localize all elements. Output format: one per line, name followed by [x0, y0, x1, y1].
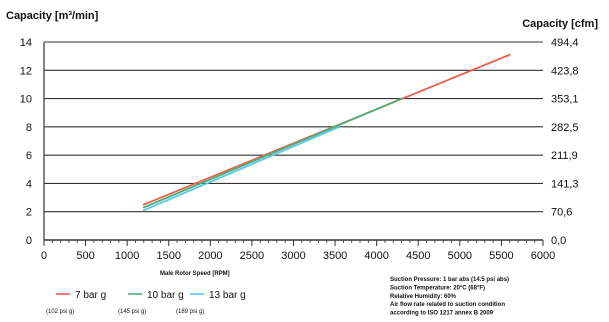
note-line: according to ISO 1217 annex B 2009: [390, 311, 494, 317]
legend-sublabel-2: (145 psi g): [118, 309, 146, 315]
y-tick-label-right: 141,3: [551, 178, 579, 190]
legend-label-1: 7 bar g: [75, 290, 106, 301]
test-conditions-notes: Suction Pressure: 1 bar abs (14.5 psi ab…: [390, 277, 509, 317]
y-tick-label-right: 353,1: [551, 94, 579, 106]
series-line-3: [142, 126, 341, 212]
x-tick-label: 1000: [115, 250, 139, 262]
legend-sublabel-1: (102 psi g): [46, 309, 74, 315]
x-tick-label: 3500: [323, 250, 347, 262]
y-tick-label-right: 70,6: [551, 207, 572, 219]
x-tick-label: 5500: [489, 250, 513, 262]
legend: 7 bar g (102 psi g) 10 bar g (145 psi g) 13 …: [46, 290, 246, 315]
x-tick-label: 6000: [531, 250, 555, 262]
y-axis-left-title: Capacity [m³/min]: [6, 10, 99, 22]
y-axis-right-title: Capacity [cfm]: [522, 18, 598, 30]
x-axis-title: Male Rotor Speed [RPM]: [160, 271, 230, 277]
axes: 0 0,0 2 70,6 4 141,3 6 211,9 8 282,5 10 353,1 12 423,…: [20, 37, 579, 262]
x-tick-label: 4000: [364, 250, 388, 262]
y-tick-label-left: 12: [20, 65, 32, 77]
y-tick-label-left: 14: [20, 37, 32, 49]
y-tick-label-right: 423,8: [551, 65, 579, 77]
x-tick-label: 5000: [448, 250, 472, 262]
x-tick-label: 500: [76, 250, 94, 262]
y-tick-label-right: 494,4: [551, 37, 579, 49]
y-tick-label-left: 6: [26, 150, 32, 162]
y-tick-label-right: 211,9: [551, 150, 578, 162]
x-tick-label: 0: [41, 250, 47, 262]
note-line: Suction Pressure: 1 bar abs (14.5 psi ab…: [390, 277, 509, 283]
legend-label-3: 13 bar g: [209, 290, 246, 301]
x-tick-label: 1500: [157, 250, 181, 262]
x-tick-label: 2500: [240, 250, 264, 262]
legend-label-2: 10 bar g: [147, 290, 184, 301]
note-line: Relative Humidity: 60%: [390, 294, 457, 300]
y-tick-label-left: 2: [26, 207, 32, 219]
y-tick-label-right: 0,0: [551, 235, 566, 247]
x-tick-label: 3000: [281, 250, 305, 262]
y-tick-label-left: 0: [26, 235, 32, 247]
series-lines: [142, 53, 511, 212]
y-tick-label-left: 8: [26, 122, 32, 134]
x-tick-label: 4500: [406, 250, 430, 262]
note-line: Air flow rate related to suction conditi…: [390, 302, 505, 308]
x-tick-label: 2000: [198, 250, 222, 262]
y-tick-label-left: 10: [20, 94, 32, 106]
note-line: Suction Temperature: 20°C (68°F): [390, 285, 485, 291]
y-tick-label-right: 282,5: [551, 122, 579, 134]
y-tick-label-left: 4: [26, 178, 32, 190]
series-line-2: [142, 97, 403, 209]
legend-sublabel-3: (189 psi g): [176, 309, 204, 315]
